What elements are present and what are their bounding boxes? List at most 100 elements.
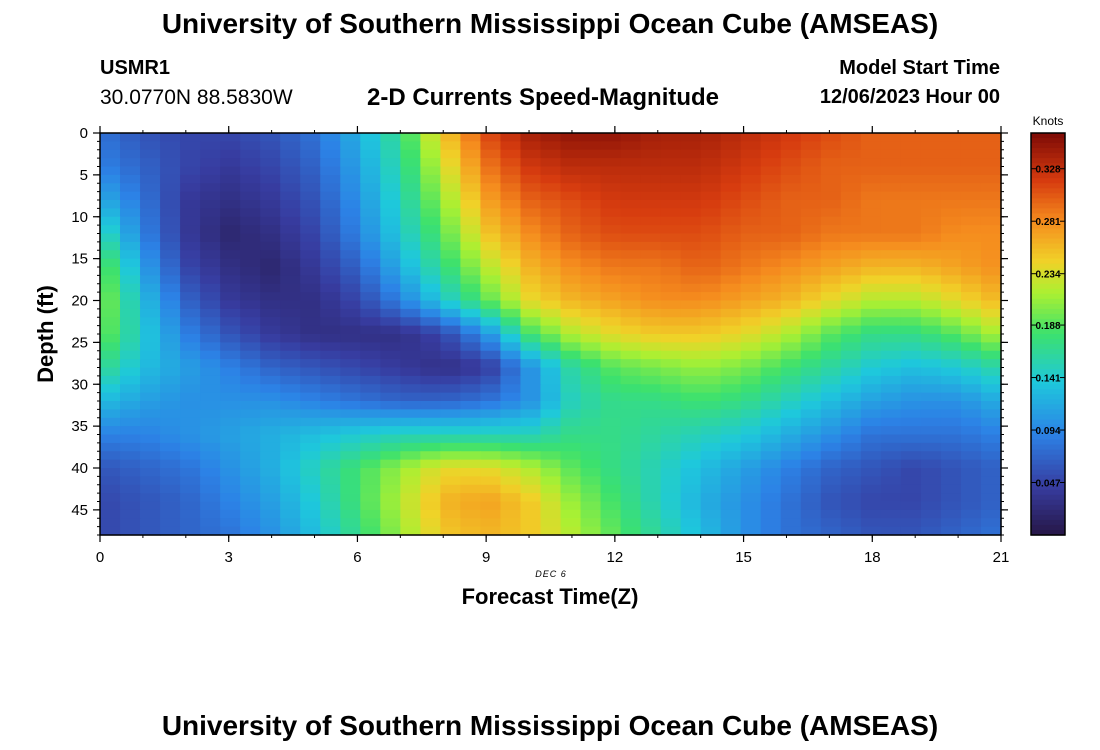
heatmap-cell	[140, 392, 161, 402]
heatmap-cell	[200, 174, 221, 184]
heatmap-cell	[900, 216, 922, 226]
heatmap-cell	[860, 384, 882, 394]
heatmap-cell	[320, 334, 341, 343]
heatmap-cell	[980, 442, 1002, 452]
heatmap-cell	[320, 200, 341, 209]
heatmap-cell	[240, 141, 261, 151]
heatmap-cell	[860, 191, 882, 201]
heatmap-cell	[520, 300, 542, 310]
heatmap-cell	[800, 417, 822, 427]
heatmap-cell	[740, 476, 762, 486]
heatmap-cell	[560, 426, 582, 436]
heatmap-cell	[260, 174, 281, 184]
heatmap-cell	[140, 174, 161, 184]
heatmap-cell	[320, 241, 341, 251]
heatmap-cell	[720, 426, 742, 436]
heatmap-cell	[740, 317, 762, 327]
heatmap-cell	[740, 442, 762, 452]
heatmap-cell	[980, 509, 1002, 519]
heatmap-cell	[640, 442, 662, 452]
heatmap-cell	[940, 501, 962, 511]
heatmap-cell	[800, 141, 822, 151]
heatmap-cell	[540, 275, 562, 285]
heatmap-cell	[180, 367, 201, 377]
heatmap-cell	[380, 233, 401, 243]
heatmap-cell	[860, 417, 882, 427]
heatmap-cell	[760, 133, 782, 142]
heatmap-cell	[640, 426, 662, 436]
heatmap-cell	[440, 350, 461, 360]
heatmap-cell	[680, 451, 702, 461]
heatmap-cell	[700, 468, 722, 477]
heatmap-cell	[140, 141, 161, 151]
heatmap-cell	[100, 442, 121, 452]
heatmap-cell	[400, 518, 421, 528]
heatmap-cell	[280, 317, 301, 327]
heatmap-cell	[520, 191, 542, 201]
heatmap-cell	[840, 434, 862, 444]
heatmap-cell	[480, 526, 502, 536]
heatmap-cell	[480, 200, 502, 209]
heatmap-cell	[800, 434, 822, 444]
heatmap-cell	[640, 526, 662, 536]
heatmap-cell	[360, 158, 381, 168]
heatmap-cell	[100, 149, 121, 159]
heatmap-cell	[300, 426, 321, 436]
heatmap-cell	[920, 342, 942, 352]
heatmap-cell	[520, 283, 542, 293]
heatmap-cell	[740, 149, 762, 159]
heatmap-cell	[720, 133, 742, 142]
heatmap-cell	[520, 166, 542, 176]
heatmap-cell	[980, 225, 1002, 235]
heatmap-cell	[880, 375, 902, 385]
heatmap-cell	[700, 275, 722, 285]
heatmap-cell	[140, 526, 161, 536]
heatmap-cell	[800, 133, 822, 142]
heatmap-cell	[780, 225, 802, 235]
heatmap-cell	[420, 501, 441, 511]
date-annotation: DEC 6	[535, 569, 567, 579]
heatmap-cell	[860, 308, 882, 318]
heatmap-cell	[520, 359, 542, 369]
colorbar-segment	[1031, 414, 1065, 421]
heatmap-cell	[720, 526, 742, 536]
colorbar-segment	[1031, 203, 1065, 209]
heatmap-cell	[180, 401, 201, 410]
heatmap-cell	[440, 166, 461, 176]
heatmap-cell	[360, 208, 381, 218]
y-tick-label: 10	[71, 209, 88, 226]
heatmap-cell	[280, 442, 301, 452]
heatmap-cell	[520, 216, 542, 226]
heatmap-cell	[400, 216, 421, 226]
heatmap-cell	[800, 392, 822, 402]
heatmap-cell	[600, 451, 622, 461]
heatmap-cell	[460, 149, 482, 159]
heatmap-cell	[540, 359, 562, 369]
heatmap-cell	[400, 250, 421, 260]
heatmap-cell	[280, 241, 301, 251]
heatmap-cell	[680, 325, 702, 335]
heatmap-cell	[180, 191, 201, 201]
colorbar-segment	[1031, 198, 1065, 204]
heatmap-cell	[380, 149, 401, 159]
heatmap-cell	[700, 484, 722, 494]
heatmap-cell	[380, 216, 401, 226]
heatmap-cell	[200, 434, 221, 444]
heatmap-cell	[680, 509, 702, 519]
heatmap-cell	[700, 359, 722, 369]
colorbar-segment	[1031, 449, 1065, 456]
heatmap-cell	[800, 317, 822, 327]
heatmap-cell	[400, 442, 421, 452]
heatmap-cell	[900, 191, 922, 201]
heatmap-cell	[560, 518, 582, 528]
heatmap-cell	[420, 350, 441, 360]
heatmap-cell	[140, 241, 161, 251]
heatmap-cell	[400, 451, 421, 461]
heatmap-cell	[120, 292, 141, 302]
heatmap-cell	[360, 133, 381, 142]
heatmap-cell	[940, 233, 962, 243]
heatmap-cell	[660, 442, 682, 452]
heatmap-cell	[840, 308, 862, 318]
heatmap-cell	[560, 166, 582, 176]
heatmap-cell	[380, 283, 401, 293]
